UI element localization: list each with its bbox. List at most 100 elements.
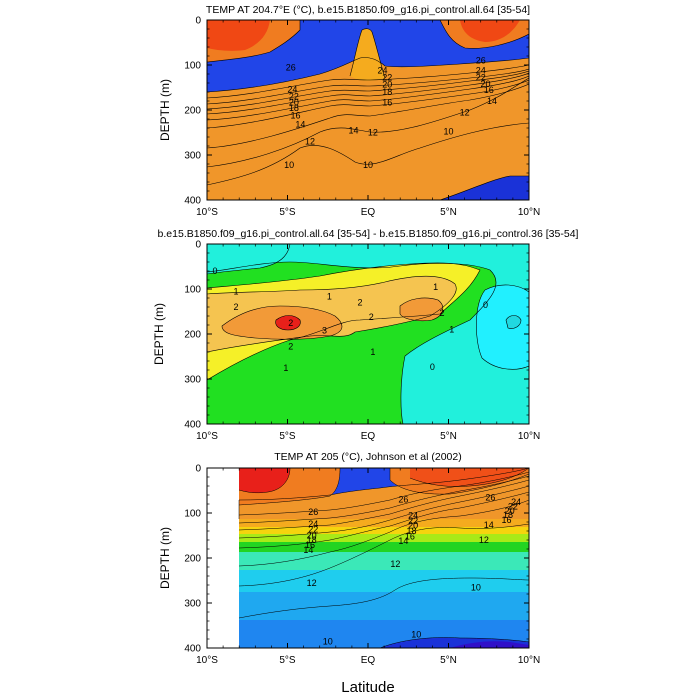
obs-isotherm-30-east <box>409 468 529 487</box>
panel-2-ylabel: DEPTH (m) <box>152 303 166 365</box>
contour-label: 10 <box>363 160 373 170</box>
contour-label: 24 <box>377 65 387 75</box>
obs-isotherm-26 <box>238 468 529 519</box>
band-neg-east <box>476 284 529 370</box>
contour-label: 2 <box>288 318 293 328</box>
contour-label: 20 <box>505 506 515 516</box>
panel-1-contour-labels: 26 24262422201614242220181614222018161214… <box>284 56 497 170</box>
isotherm-16 <box>207 79 529 129</box>
panel-2-title: b.e15.B1850.f09_g16.pi_control.all.64 [3… <box>158 228 579 240</box>
contour-label: 14 <box>484 520 494 530</box>
band-west-cold <box>207 244 290 274</box>
isotherm-12 <box>207 77 529 168</box>
x-tick-label: 10°S <box>196 431 218 442</box>
x-tick-label: 10°N <box>518 207 540 218</box>
contour-label: 26 <box>286 62 296 72</box>
band-neg-east-core <box>506 315 521 329</box>
contour-label: 12 <box>305 137 315 147</box>
obs-isotherm-22 <box>238 475 529 524</box>
band-above-30-east <box>410 468 529 487</box>
panel-2-temperature-difference: b.e15.B1850.f09_g16.pi_control.all.64 [3… <box>152 228 579 442</box>
contour-label: 20 <box>408 521 418 531</box>
contour-label: 22 <box>289 92 299 102</box>
y-tick-label: 300 <box>184 151 201 162</box>
panel-1-contour-fill <box>207 20 529 200</box>
band-above-4 <box>275 315 301 330</box>
contour-label: 1 <box>283 363 288 373</box>
contour-label: 20 <box>289 97 299 107</box>
panel-3-ylabel: DEPTH (m) <box>158 527 172 589</box>
contour-label: 2 <box>440 308 445 318</box>
contour-label: 3 <box>322 325 327 335</box>
contour-3-east <box>399 297 444 322</box>
y-tick-label: 400 <box>184 196 201 207</box>
isotherm-22 <box>207 70 529 110</box>
contour-label: 10 <box>471 582 481 592</box>
contour-label: 2 <box>357 298 362 308</box>
contour-label: 20 <box>481 79 491 89</box>
obs-isotherm-16 <box>238 491 529 549</box>
x-tick-label: 5°N <box>440 207 457 218</box>
x-tick-label: EQ <box>361 655 376 666</box>
contour-label: 2 <box>369 312 374 322</box>
x-tick-label: 10°S <box>196 655 218 666</box>
isotherm-eq-tongue <box>349 28 386 79</box>
x-tick-label: EQ <box>361 431 376 442</box>
isotherm-30-east <box>439 20 529 49</box>
contour-label: 10 <box>323 636 333 646</box>
contour-label: 0 <box>213 266 218 276</box>
contour-label: 2 <box>288 342 293 352</box>
contour-label: 18 <box>382 87 392 97</box>
contour-label: 10 <box>443 127 453 137</box>
contour-label: 14 <box>295 119 305 129</box>
obs-isotherm-20 <box>238 479 529 531</box>
contour-label: 14 <box>349 125 359 135</box>
x-tick-label: 10°N <box>518 431 540 442</box>
contour-0-east <box>207 261 497 424</box>
contour-label: 12 <box>479 535 489 545</box>
obs-isotherm-12 <box>238 523 529 587</box>
obs-isotherm-deep <box>379 637 529 648</box>
obs-isotherm-10 <box>238 577 529 619</box>
x-tick-label: 5°S <box>279 655 296 666</box>
y-tick-label: 400 <box>184 420 201 431</box>
isotherm-20 <box>207 72 529 115</box>
panel-1-model-temperature: TEMP AT 204.7°E (°C), b.e15.B1850.f09_g1… <box>158 4 540 218</box>
contour-label: 22 <box>476 73 486 83</box>
contour-label: 0 <box>483 300 488 310</box>
contour-label: 14 <box>398 536 408 546</box>
contour-label: 22 <box>382 73 392 83</box>
isotherm-deep <box>439 175 529 200</box>
y-tick-label: 400 <box>184 644 201 655</box>
contour-label: 26 <box>476 56 486 66</box>
contour-label: 26 <box>485 493 495 503</box>
obs-isotherm-28 <box>238 468 341 506</box>
contour-neg-east <box>476 284 529 370</box>
y-tick-label: 200 <box>184 554 201 565</box>
contour-label: 24 <box>476 65 486 75</box>
contour-label: 20 <box>307 531 317 541</box>
x-tick-label: 5°N <box>440 431 457 442</box>
isotherm-24 <box>207 68 529 105</box>
isotherm-28 <box>207 57 529 93</box>
contour-label: 26 <box>398 495 408 505</box>
panel-1-contour-lines <box>207 20 529 200</box>
y-tick-label: 200 <box>184 330 201 341</box>
contour-label: 22 <box>308 525 318 535</box>
panel-3-no-data-area <box>207 468 239 648</box>
contour-label: 24 <box>308 519 318 529</box>
contour-label: 10 <box>411 630 421 640</box>
isotherm-18 <box>207 75 529 121</box>
panel-2-contour-fill <box>207 244 529 424</box>
contour-label: 18 <box>406 526 416 536</box>
contour-label: 16 <box>291 110 301 120</box>
panel-3-axes: 10°S 5°S EQ 5°N 10°N 0 100 200 300 400 <box>184 464 540 667</box>
x-tick-label: 10°N <box>518 655 540 666</box>
band-above-30 <box>239 468 290 493</box>
contour-label: 26 <box>308 507 318 517</box>
x-tick-label: 5°S <box>279 207 296 218</box>
y-tick-label: 100 <box>184 61 201 72</box>
contour-label: 2 <box>233 302 238 312</box>
